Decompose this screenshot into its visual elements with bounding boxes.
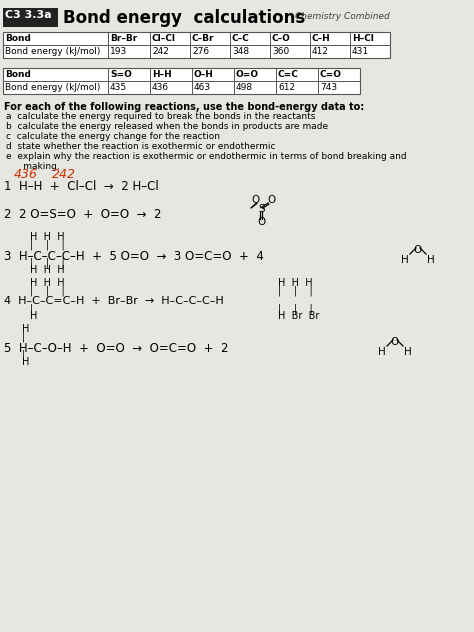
Text: S: S — [259, 204, 265, 214]
Text: 193: 193 — [110, 47, 127, 56]
Text: |    |    |: | | | — [278, 304, 313, 315]
Text: H: H — [30, 311, 37, 321]
Text: |    |    |: | | | — [30, 240, 65, 250]
Text: b  calculate the energy released when the bonds in products are made: b calculate the energy released when the… — [6, 122, 328, 131]
Text: C=O: C=O — [320, 70, 342, 79]
Text: Bond: Bond — [5, 70, 31, 79]
Text: 412: 412 — [312, 47, 329, 56]
Text: Bond: Bond — [5, 34, 31, 43]
Text: 242: 242 — [52, 168, 76, 181]
Text: H  H  H: H H H — [30, 278, 64, 288]
Text: C3 3.3a: C3 3.3a — [5, 10, 52, 20]
Text: H–Cl: H–Cl — [352, 34, 374, 43]
Text: O: O — [414, 245, 422, 255]
Text: H: H — [378, 347, 386, 357]
Text: H  Br  Br: H Br Br — [278, 311, 319, 321]
Text: H  H  H: H H H — [278, 278, 313, 288]
Text: H: H — [401, 255, 409, 265]
Text: 743: 743 — [320, 83, 337, 92]
Text: 498: 498 — [236, 83, 253, 92]
Text: For each of the following reactions, use the bond-energy data to:: For each of the following reactions, use… — [4, 102, 364, 112]
Text: C–C: C–C — [232, 34, 250, 43]
Text: H  H  H: H H H — [30, 265, 64, 275]
Text: 436: 436 — [14, 168, 38, 181]
Text: 612: 612 — [278, 83, 295, 92]
Text: Chemistry Combined: Chemistry Combined — [295, 12, 390, 21]
Text: e  explain why the reaction is exothermic or endothermic in terms of bond breaki: e explain why the reaction is exothermic… — [6, 152, 407, 171]
Text: 3  H–C–C–C–H  +  5 O=O  →  3 O=C=O  +  4: 3 H–C–C–C–H + 5 O=O → 3 O=C=O + 4 — [4, 250, 264, 263]
Text: C–O: C–O — [272, 34, 291, 43]
Text: d  state whether the reaction is exothermic or endothermic: d state whether the reaction is exotherm… — [6, 142, 275, 151]
Text: c  calculate the energy change for the reaction: c calculate the energy change for the re… — [6, 132, 220, 141]
Text: Cl–Cl: Cl–Cl — [152, 34, 176, 43]
Text: H–H: H–H — [152, 70, 172, 79]
Text: O: O — [268, 195, 276, 205]
Text: C=C: C=C — [278, 70, 299, 79]
Text: 4  H–C–C=C–H  +  Br–Br  →  H–C–C–C–H: 4 H–C–C=C–H + Br–Br → H–C–C–C–H — [4, 296, 224, 306]
Text: 348: 348 — [232, 47, 249, 56]
Text: C–H: C–H — [312, 34, 331, 43]
Text: 436: 436 — [152, 83, 169, 92]
Text: O: O — [391, 337, 399, 347]
Text: H: H — [427, 255, 435, 265]
Text: |: | — [30, 304, 33, 315]
Text: Bond energy (kJ/mol): Bond energy (kJ/mol) — [5, 47, 100, 56]
Text: 435: 435 — [110, 83, 127, 92]
Text: H: H — [22, 357, 29, 367]
Text: Br–Br: Br–Br — [110, 34, 137, 43]
Text: Bond energy (kJ/mol): Bond energy (kJ/mol) — [5, 83, 100, 92]
Text: Bond energy  calculations: Bond energy calculations — [63, 9, 305, 27]
Text: H: H — [22, 324, 29, 334]
Text: C–Br: C–Br — [192, 34, 215, 43]
Bar — [3, 32, 390, 58]
Text: O: O — [258, 217, 266, 227]
Text: S=O: S=O — [110, 70, 132, 79]
Text: |    |    |: | | | — [30, 258, 65, 269]
Text: H  H  H: H H H — [30, 232, 64, 242]
Text: 360: 360 — [272, 47, 289, 56]
Text: a  calculate the energy required to break the bonds in the reactants: a calculate the energy required to break… — [6, 112, 315, 121]
Text: |: | — [22, 350, 25, 360]
Text: O–H: O–H — [194, 70, 214, 79]
Text: |    |    |: | | | — [30, 286, 65, 296]
Bar — [3, 68, 360, 94]
Text: O=O: O=O — [236, 70, 259, 79]
FancyBboxPatch shape — [3, 8, 58, 27]
Text: |: | — [22, 332, 25, 343]
Text: H: H — [404, 347, 412, 357]
Text: 276: 276 — [192, 47, 209, 56]
Text: 1  H–H  +  Cl–Cl  →  2 H–Cl: 1 H–H + Cl–Cl → 2 H–Cl — [4, 180, 159, 193]
Text: 463: 463 — [194, 83, 211, 92]
Text: 242: 242 — [152, 47, 169, 56]
Text: O: O — [252, 195, 260, 205]
Text: |    |    |: | | | — [278, 286, 313, 296]
Text: 2  2 O=S=O  +  O=O  →  2: 2 2 O=S=O + O=O → 2 — [4, 208, 162, 221]
Text: 5  H–C–O–H  +  O=O  →  O=C=O  +  2: 5 H–C–O–H + O=O → O=C=O + 2 — [4, 342, 228, 355]
Text: 431: 431 — [352, 47, 369, 56]
